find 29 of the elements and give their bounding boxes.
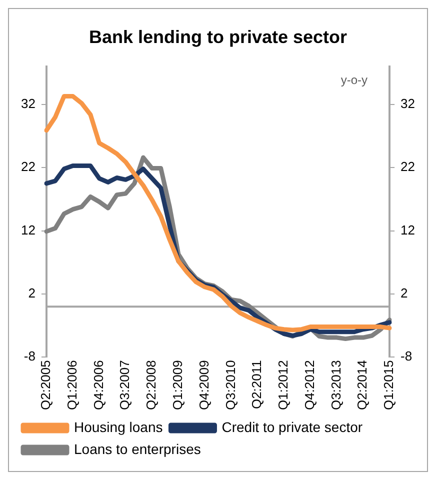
y-tick-label: 22: [20, 159, 36, 174]
x-tick-label: Q1:2012: [276, 360, 291, 410]
legend-label: Credit to private sector: [222, 418, 363, 435]
y-tick-label: 12: [20, 222, 36, 238]
y2-tick-label: 22: [400, 159, 416, 174]
y-tick-label: -8: [24, 348, 36, 364]
x-tick-label: Q1:2015: [381, 360, 396, 410]
x-tick-label: Q2:2005: [38, 360, 54, 410]
y2-tick-label: 32: [400, 96, 416, 112]
x-tick-label: Q2:2008: [144, 360, 159, 410]
x-tick-label: Q3:2007: [117, 360, 132, 410]
x-tick-label: Q1:2006: [64, 360, 80, 410]
x-tick-label: Q3:2013: [328, 360, 344, 410]
annotation: y-o-y: [340, 72, 368, 87]
chart-title: Bank lending to private sector: [88, 26, 348, 47]
x-tick-label: Q4:2012: [302, 360, 317, 410]
x-tick-label: Q3:2010: [222, 360, 238, 410]
x-tick-label: Q2:2014: [354, 360, 370, 410]
y2-tick-label: 2: [400, 286, 408, 301]
legend-label: Housing loans: [74, 418, 163, 435]
x-tick-label: Q4:2006: [90, 360, 106, 410]
x-tick-label: Q4:2009: [196, 360, 212, 410]
x-tick-label: Q1:2009: [170, 360, 185, 410]
y2-tick-label: 12: [400, 222, 416, 238]
legend-label: Loans to enterprises: [74, 440, 201, 457]
x-tick-label: Q2:2011: [249, 360, 264, 410]
y2-tick-label: -8: [400, 348, 412, 364]
y-tick-label: 32: [20, 96, 36, 112]
y-tick-label: 2: [28, 286, 36, 301]
